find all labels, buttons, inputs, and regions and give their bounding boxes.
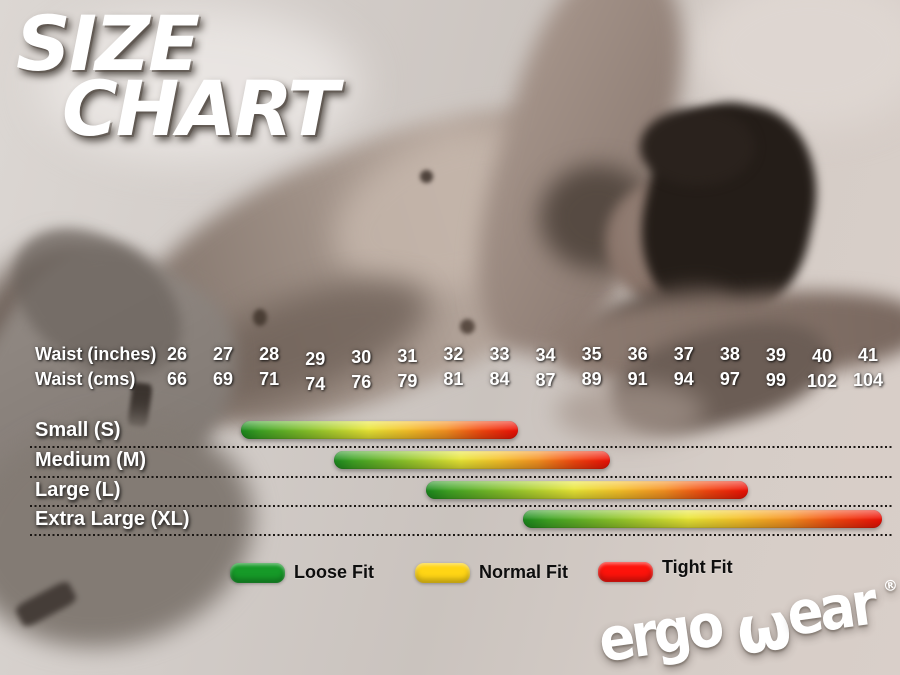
brand-logo-text-ear: ear (782, 568, 879, 651)
waist-tick: 33 (489, 344, 510, 364)
waist-tick: 40 (811, 346, 832, 366)
waist-tick: 76 (351, 372, 372, 392)
size-row-label: Extra Large (XL) (35, 508, 190, 530)
dotted-separator (30, 534, 892, 536)
page-title-line2: CHART (62, 64, 339, 153)
page-title-line1: SIZE (16, 0, 200, 88)
waist-tick: 31 (397, 346, 418, 366)
waist-row-label: Waist (cms) (35, 369, 136, 389)
photo-elbow-shadow (555, 382, 705, 442)
waist-tick: 35 (581, 344, 602, 364)
waist-tick: 89 (581, 369, 602, 389)
size-row-label: Large (L) (35, 478, 121, 501)
waist-tick: 94 (673, 369, 694, 389)
waist-row-label: Waist (inches) (35, 344, 157, 364)
registered-trademark-icon: ® (881, 575, 900, 596)
waist-tick: 27 (213, 344, 234, 364)
waist-tick: 102 (806, 371, 837, 391)
photo-nipple-right (460, 319, 475, 334)
waist-tick: 71 (259, 369, 280, 389)
dotted-separator (30, 475, 892, 478)
waist-tick: 30 (351, 347, 372, 367)
waist-tick: 37 (673, 344, 694, 364)
waist-tick: 84 (489, 369, 510, 389)
size-range-bar (425, 480, 749, 499)
photo-navel (253, 309, 267, 326)
waist-tick: 91 (627, 369, 648, 389)
size-range-bar (333, 451, 611, 469)
waist-tick: 81 (443, 369, 464, 389)
legend-swatch-normal-fit (415, 563, 470, 583)
dotted-separator (30, 446, 892, 448)
waist-tick: 32 (443, 344, 464, 364)
waist-tick: 66 (166, 369, 188, 389)
legend-swatch-tight-fit (598, 562, 653, 582)
legend-label: Tight Fit (662, 557, 733, 577)
waist-tick: 36 (627, 344, 648, 364)
waist-tick: 39 (765, 345, 786, 365)
size-row-label: Medium (M) (35, 449, 147, 471)
waist-tick: 97 (719, 369, 740, 389)
photo-hair-top (640, 108, 755, 186)
size-row-label: Small (S) (35, 419, 121, 441)
legend-label: Normal Fit (479, 562, 569, 582)
size-range-bar (522, 510, 883, 528)
waist-tick: 41 (858, 345, 879, 365)
waist-tick: 87 (535, 370, 556, 390)
waist-tick: 34 (535, 345, 556, 365)
waist-tick: 69 (213, 369, 234, 389)
waist-tick: 79 (397, 371, 418, 391)
waist-tick: 38 (719, 344, 740, 364)
waist-tick: 74 (305, 374, 326, 394)
brand-logo-text-ergo: ergo (594, 590, 725, 675)
waist-tick: 29 (305, 349, 326, 369)
legend-label: Loose Fit (294, 562, 374, 582)
photo-nipple-left (420, 170, 433, 183)
legend-swatch-loose-fit (230, 563, 285, 583)
size-range-bar (241, 421, 519, 439)
dotted-separator (30, 505, 892, 507)
waist-tick: 104 (853, 370, 884, 390)
photo-sheet-highlight-topleft (40, 10, 360, 160)
waist-tick: 28 (259, 344, 280, 364)
waist-tick: 26 (166, 344, 188, 364)
waist-tick: 99 (765, 370, 786, 390)
